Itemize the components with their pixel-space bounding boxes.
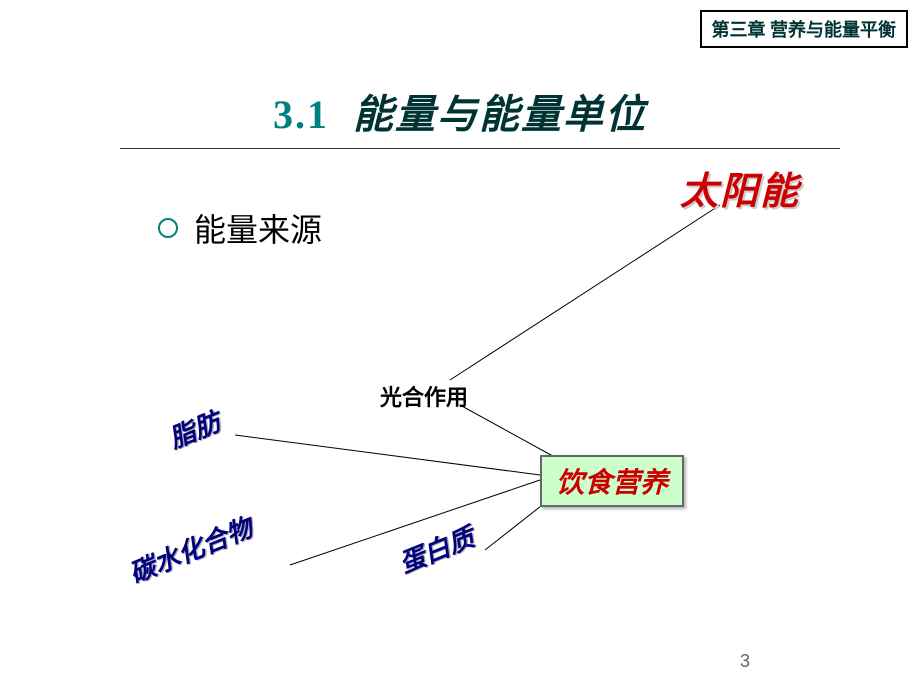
node-nutrition-box: 饮食营养 [540, 455, 684, 507]
node-protein: 蛋白质 [393, 517, 479, 581]
title-text: 能量与能量单位 [353, 93, 647, 137]
bullet-item: 能量来源 [158, 205, 322, 251]
slide-title: 3.1 能量与能量单位 [0, 82, 920, 140]
edge-photo-nutrition [460, 405, 560, 460]
chapter-header: 第三章 营养与能量平衡 [700, 10, 909, 48]
node-sun: 太阳能 [680, 160, 800, 215]
chapter-label: 第三章 营养与能量平衡 [712, 20, 897, 40]
node-nutrition: 饮食营养 [556, 468, 668, 499]
title-number: 3.1 [273, 92, 329, 137]
edge-sun-photo [450, 205, 720, 380]
bullet-marker-icon [158, 218, 178, 238]
node-photosynthesis: 光合作用 [380, 380, 468, 412]
node-carbohydrate: 碳水化合物 [123, 508, 257, 591]
edge-nutrition-fat [235, 435, 540, 475]
title-underline [120, 148, 840, 149]
node-fat: 脂肪 [163, 402, 225, 456]
bullet-text: 能量来源 [194, 212, 322, 248]
page-number: 3 [740, 651, 750, 672]
